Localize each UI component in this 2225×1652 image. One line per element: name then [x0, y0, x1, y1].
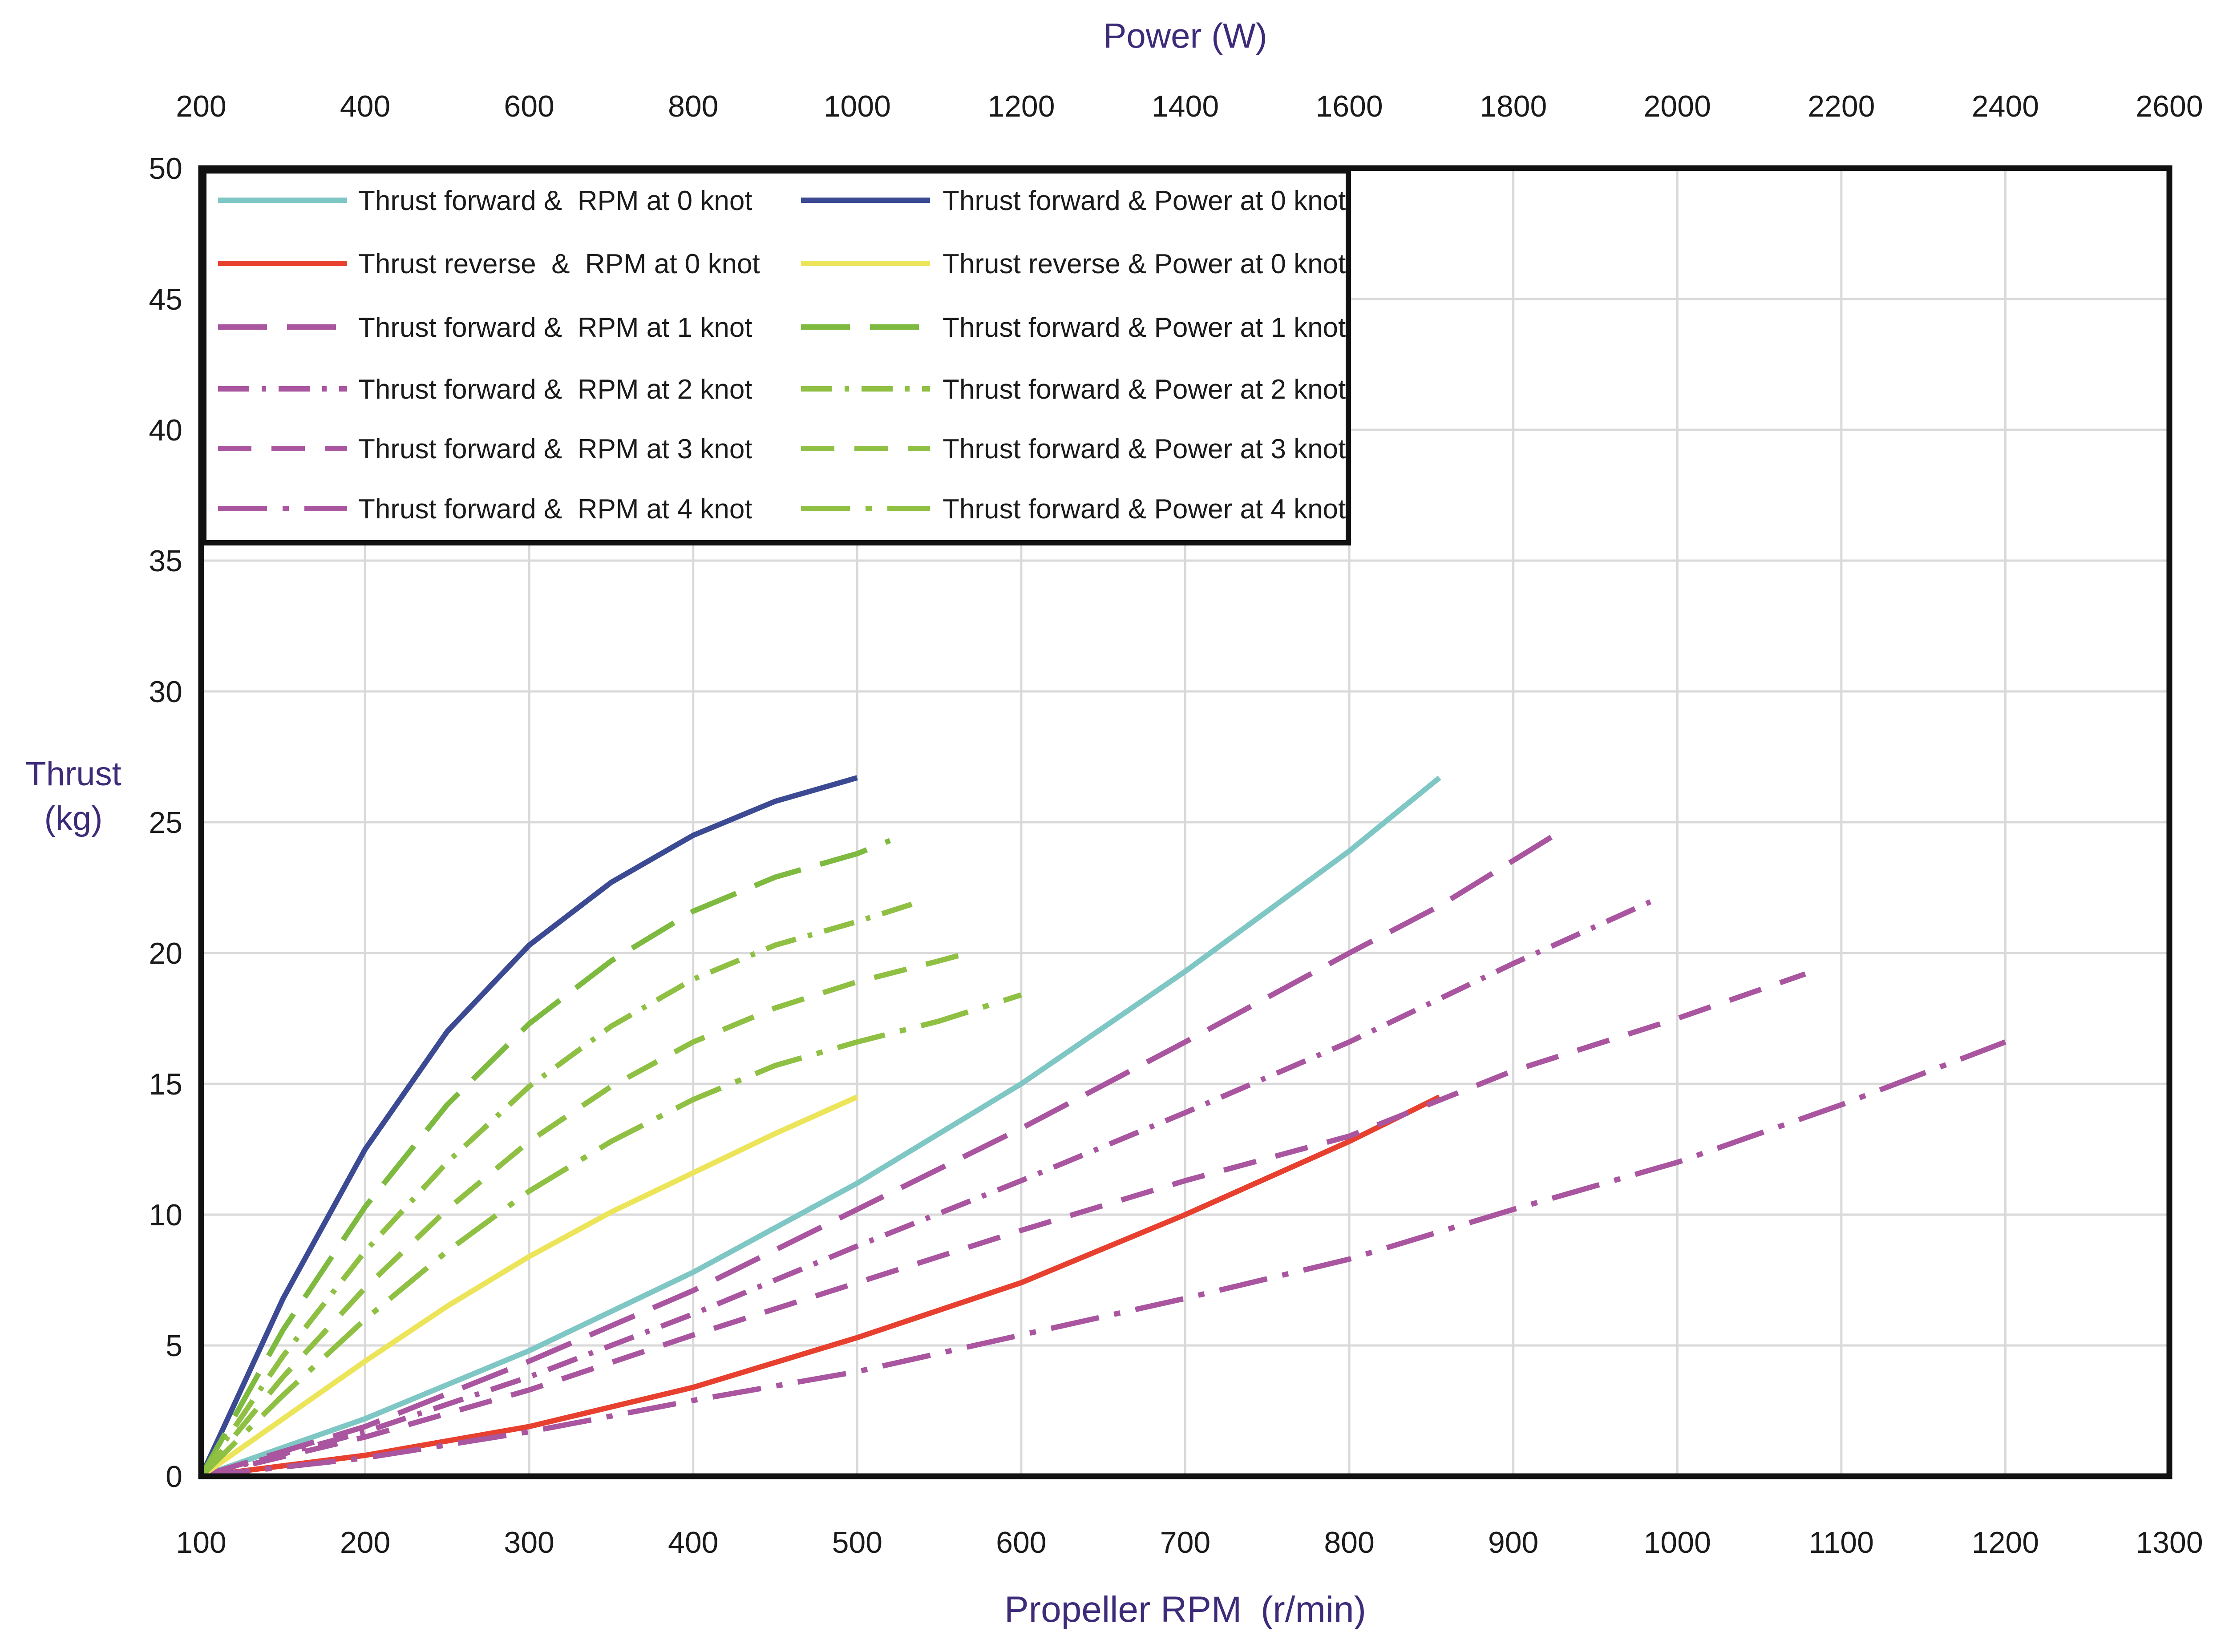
x-bottom-tick-label: 1000 — [1644, 1526, 1711, 1559]
series-line — [199, 950, 969, 1478]
x-top-tick-label: 1400 — [1152, 89, 1219, 123]
legend-label: Thrust forward & Power at 0 knot — [943, 186, 1346, 216]
legend-label: Thrust forward & Power at 2 knot — [943, 374, 1346, 405]
rpm-axis-title: Propeller RPM (r/min) — [1004, 1589, 1366, 1630]
x-top-tick-label: 2600 — [2136, 89, 2203, 123]
x-bottom-tick-label: 400 — [668, 1526, 718, 1559]
y-tick-label: 5 — [166, 1329, 182, 1363]
x-top-tick-label: 1200 — [987, 89, 1055, 123]
y-tick-label: 40 — [149, 413, 182, 447]
y-tick-label: 15 — [149, 1067, 182, 1101]
y-tick-label: 35 — [149, 544, 182, 578]
x-bottom-tick-label: 500 — [832, 1526, 882, 1559]
y-tick-label: 50 — [149, 152, 182, 186]
y-tick-label: 0 — [166, 1460, 182, 1494]
series-line — [200, 776, 1441, 1479]
series-line — [198, 838, 891, 1478]
x-top-tick-label: 800 — [668, 89, 718, 123]
x-bottom-tick-label: 600 — [996, 1526, 1046, 1559]
x-top-tick-label: 1000 — [824, 89, 891, 123]
legend-label: Thrust reverse & RPM at 0 knot — [358, 249, 760, 279]
x-bottom-tick-label: 800 — [1324, 1526, 1374, 1559]
rpm-axis-title-main: Propeller RPM — [1004, 1589, 1242, 1630]
thrust-axis-title: Thrust — [25, 755, 121, 793]
legend-label: Thrust forward & RPM at 2 knot — [358, 374, 752, 405]
y-tick-label: 10 — [149, 1198, 182, 1232]
power-axis-title: Power (W) — [1103, 16, 1267, 55]
series-line — [201, 1095, 1441, 1479]
x-bottom-tick-label: 100 — [176, 1526, 226, 1559]
tick-labels: 100 200 300 400 500 600 700 800 900 1000 1100 1200 1… — [149, 89, 2203, 1559]
series-lines — [198, 775, 2007, 1479]
rpm-axis-title-unit: (r/min) — [1261, 1589, 1366, 1630]
legend-label: Thrust forward & Power at 4 knot — [943, 494, 1346, 525]
series-line — [201, 1039, 2007, 1479]
x-bottom-tick-label: 300 — [504, 1526, 554, 1559]
y-tick-label: 45 — [149, 283, 182, 316]
legend-label: Thrust reverse & Power at 0 knot — [943, 249, 1346, 279]
legend-label: Thrust forward & RPM at 0 knot — [358, 186, 752, 216]
series-line — [198, 775, 858, 1478]
x-bottom-tick-label: 700 — [1160, 1526, 1210, 1559]
legend-label: Thrust forward & Power at 3 knot — [943, 434, 1346, 464]
x-top-tick-label: 600 — [504, 89, 554, 123]
x-bottom-tick-label: 1100 — [1809, 1526, 1874, 1559]
thrust-axis-unit: (kg) — [44, 800, 103, 837]
x-top-tick-label: 2400 — [1972, 89, 2039, 123]
y-tick-label: 30 — [149, 675, 182, 709]
series-line — [200, 898, 1654, 1479]
series-line — [200, 833, 1556, 1479]
legend-label: Thrust forward & RPM at 4 knot — [358, 494, 752, 525]
y-tick-label: 20 — [149, 937, 182, 970]
y-tick-label: 25 — [149, 806, 182, 840]
series-line — [199, 992, 1022, 1478]
legend-label: Thrust forward & RPM at 3 knot — [358, 434, 752, 464]
legend-box — [201, 168, 1351, 545]
legend-label: Thrust forward & RPM at 1 knot — [358, 312, 752, 343]
x-top-tick-label: 1600 — [1315, 89, 1383, 123]
series-line — [199, 1094, 858, 1478]
legend: Thrust forward & RPM at 0 knot Thrust rev… — [201, 168, 1351, 545]
legend-label: Thrust forward & Power at 1 knot — [943, 312, 1346, 343]
series-line — [200, 971, 1806, 1479]
x-top-tick-label: 1800 — [1480, 89, 1547, 123]
x-bottom-tick-label: 200 — [340, 1526, 390, 1559]
x-bottom-tick-label: 1300 — [2136, 1526, 2203, 1559]
x-top-tick-label: 400 — [340, 89, 390, 123]
x-top-tick-label: 2000 — [1644, 89, 1711, 123]
x-top-tick-label: 2200 — [1808, 89, 1875, 123]
x-bottom-tick-label: 900 — [1488, 1526, 1538, 1559]
series-line — [199, 901, 916, 1478]
x-top-tick-label: 200 — [176, 89, 226, 123]
x-bottom-tick-label: 1200 — [1972, 1526, 2039, 1559]
